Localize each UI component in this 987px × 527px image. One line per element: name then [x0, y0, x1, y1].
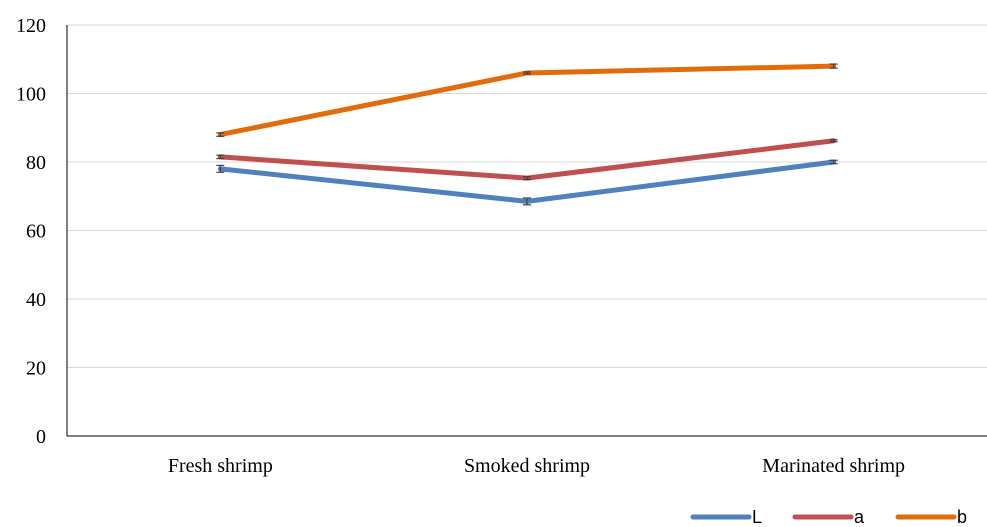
x-tick-label: Marinated shrimp: [762, 455, 905, 477]
series-a: [216, 138, 838, 181]
series-L: [216, 159, 838, 206]
y-tick-label: 120: [16, 15, 46, 37]
x-tick-label: Fresh shrimp: [168, 455, 273, 477]
legend-label-b: b: [957, 507, 967, 527]
series-line-L: [217, 159, 837, 204]
axes: [66, 25, 987, 437]
y-tick-label: 40: [26, 289, 46, 311]
series-lines: [216, 63, 838, 206]
legend-item-a: a: [792, 507, 865, 527]
y-tick-label: 0: [36, 426, 46, 448]
legend-item-L: L: [690, 507, 762, 527]
legend-label-a: a: [854, 507, 865, 527]
y-tick-label: 60: [26, 221, 46, 243]
series-line-b: [217, 63, 837, 138]
y-tick-label: 80: [26, 152, 46, 174]
legend-label-L: L: [752, 507, 762, 527]
y-tick-label: 20: [26, 358, 46, 380]
series-b: [216, 63, 838, 138]
tick-labels: 0 20 40 60 80 100 120 Fresh shrimp Smoked shrimp…: [16, 15, 905, 477]
x-tick-label: Smoked shrimp: [464, 455, 590, 477]
legend-item-b: b: [895, 507, 967, 527]
y-tick-label: 100: [16, 84, 46, 106]
gridlines: [67, 24, 987, 368]
